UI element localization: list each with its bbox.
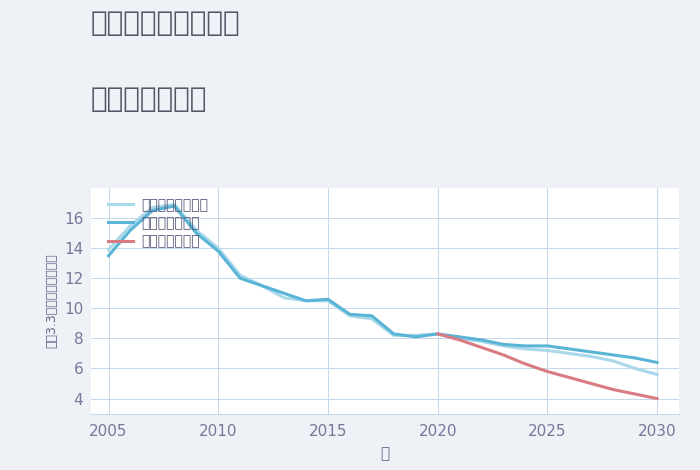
グッドシナリオ: [126, 227, 134, 233]
グッドシナリオ: [302, 298, 310, 304]
バッドシナリオ: [565, 375, 573, 380]
ノーマルシナリオ: [236, 273, 244, 278]
グッドシナリオ: [631, 355, 639, 361]
ノーマルシナリオ: [368, 316, 376, 321]
Line: ノーマルシナリオ: ノーマルシナリオ: [108, 204, 657, 375]
バッドシナリオ: [631, 391, 639, 397]
バッドシナリオ: [543, 368, 552, 374]
ノーマルシナリオ: [258, 283, 266, 289]
ノーマルシナリオ: [324, 298, 332, 304]
ノーマルシナリオ: [543, 348, 552, 353]
グッドシナリオ: [104, 253, 113, 258]
グッドシナリオ: [236, 275, 244, 281]
Legend: ノーマルシナリオ, グッドシナリオ, バッドシナリオ: ノーマルシナリオ, グッドシナリオ, バッドシナリオ: [103, 193, 214, 254]
グッドシナリオ: [148, 208, 157, 213]
ノーマルシナリオ: [170, 202, 178, 207]
ノーマルシナリオ: [126, 223, 134, 228]
グッドシナリオ: [522, 343, 530, 349]
バッドシナリオ: [609, 387, 617, 392]
ノーマルシナリオ: [477, 338, 486, 344]
Text: 土地の価格推移: 土地の価格推移: [91, 85, 207, 113]
ノーマルシナリオ: [192, 227, 200, 233]
ノーマルシナリオ: [214, 245, 223, 251]
グッドシナリオ: [280, 290, 288, 296]
Line: グッドシナリオ: グッドシナリオ: [108, 206, 657, 362]
X-axis label: 年: 年: [380, 446, 390, 461]
バッドシナリオ: [522, 361, 530, 367]
グッドシナリオ: [587, 349, 596, 355]
ノーマルシナリオ: [631, 366, 639, 371]
ノーマルシナリオ: [346, 313, 354, 319]
ノーマルシナリオ: [148, 205, 157, 211]
グッドシナリオ: [214, 248, 223, 254]
バッドシナリオ: [653, 396, 662, 401]
ノーマルシナリオ: [499, 343, 508, 349]
バッドシナリオ: [456, 337, 464, 343]
バッドシナリオ: [477, 345, 486, 350]
グッドシナリオ: [346, 312, 354, 317]
ノーマルシナリオ: [587, 353, 596, 359]
グッドシナリオ: [609, 352, 617, 358]
バッドシナリオ: [433, 331, 442, 337]
ノーマルシナリオ: [433, 331, 442, 337]
グッドシナリオ: [477, 337, 486, 343]
Text: 岐阜県関市平賀町の: 岐阜県関市平賀町の: [91, 9, 241, 38]
グッドシナリオ: [543, 343, 552, 349]
グッドシナリオ: [258, 283, 266, 289]
ノーマルシナリオ: [653, 372, 662, 377]
グッドシナリオ: [390, 331, 398, 337]
ノーマルシナリオ: [280, 295, 288, 301]
ノーマルシナリオ: [609, 358, 617, 364]
ノーマルシナリオ: [412, 333, 420, 338]
ノーマルシナリオ: [390, 333, 398, 338]
グッドシナリオ: [412, 334, 420, 340]
グッドシナリオ: [499, 342, 508, 347]
グッドシナリオ: [456, 334, 464, 340]
バッドシナリオ: [499, 352, 508, 358]
ノーマルシナリオ: [522, 346, 530, 352]
バッドシナリオ: [587, 381, 596, 386]
グッドシナリオ: [324, 297, 332, 302]
Y-axis label: 坪（3.3㎡）単価（万円）: 坪（3.3㎡）単価（万円）: [46, 253, 58, 348]
グッドシナリオ: [653, 360, 662, 365]
グッドシナリオ: [170, 203, 178, 209]
グッドシナリオ: [565, 346, 573, 352]
Line: バッドシナリオ: バッドシナリオ: [438, 334, 657, 399]
グッドシナリオ: [192, 230, 200, 236]
グッドシナリオ: [368, 313, 376, 319]
ノーマルシナリオ: [456, 336, 464, 341]
グッドシナリオ: [433, 331, 442, 337]
ノーマルシナリオ: [104, 247, 113, 252]
ノーマルシナリオ: [302, 298, 310, 304]
ノーマルシナリオ: [565, 351, 573, 356]
